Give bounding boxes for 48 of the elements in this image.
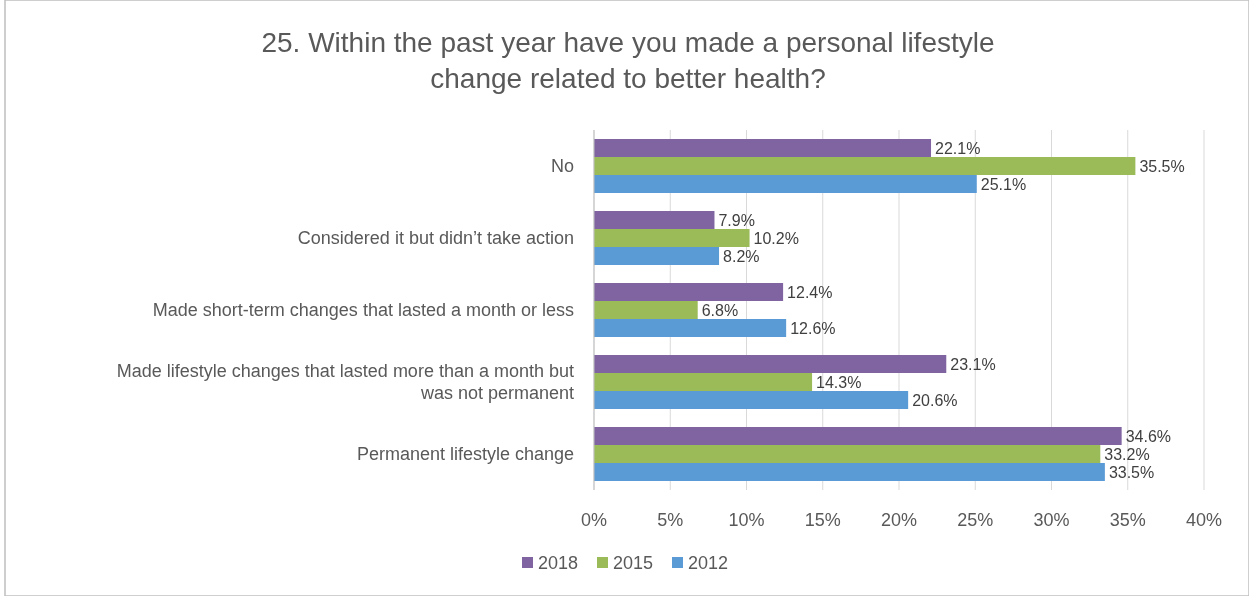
data-label: 33.2% [1104,446,1150,463]
data-label: 6.8% [701,302,739,319]
data-label: 22.1% [935,140,981,157]
chart-title: 25. Within the past year have you made a personal lifestyle change related to better health? [261,27,995,94]
x-tick-label: 25% [957,510,994,530]
x-tick-label: 0% [580,510,608,530]
data-label: 7.9% [718,212,755,229]
data-label: 34.6% [1125,428,1172,445]
bar [594,247,720,265]
bar [594,157,1136,175]
bar [594,229,750,247]
x-tick-label: 40% [1185,510,1223,530]
y-tick-label: Made short-term changes that lasted a month or less [152,300,574,320]
bar [594,373,813,391]
bar [594,139,932,157]
legend-label: 2015 [613,553,654,573]
data-label: 25.1% [980,176,1027,193]
x-tick-label: 15% [804,510,841,530]
bar [594,301,698,319]
bar [594,355,947,373]
bar [594,319,787,337]
y-tick-label: Permanent lifestyle change [356,444,574,464]
bar [594,283,784,301]
x-tick-label: 10% [728,510,765,530]
data-label: 20.6% [912,392,958,409]
x-tick-label: 20% [880,510,918,530]
bar [594,463,1105,481]
data-label: 14.3% [816,374,862,391]
y-tick-label: Considered it but didn’t take action [297,228,574,248]
data-label: 12.4% [787,284,833,301]
data-label: 12.6% [790,320,836,337]
data-label: 23.1% [950,356,996,373]
data-label: 35.5% [1139,158,1185,175]
data-label: 8.2% [723,248,760,265]
data-label: 33.5% [1108,464,1155,481]
bar [594,391,909,409]
bar [594,175,977,193]
bar [594,427,1122,445]
data-label: 10.2% [753,230,799,247]
y-tick-label: No [550,156,574,176]
legend-label: 2018 [538,553,579,573]
bar [594,445,1101,463]
x-tick-label: 35% [1109,510,1146,530]
x-tick-label: 5% [657,510,684,530]
bar [594,211,715,229]
x-tick-label: 30% [1033,510,1070,530]
y-tick-label: Made lifestyle changes that lasted more than a month but was not permanent [116,361,574,403]
legend-label: 2012 [688,553,729,573]
